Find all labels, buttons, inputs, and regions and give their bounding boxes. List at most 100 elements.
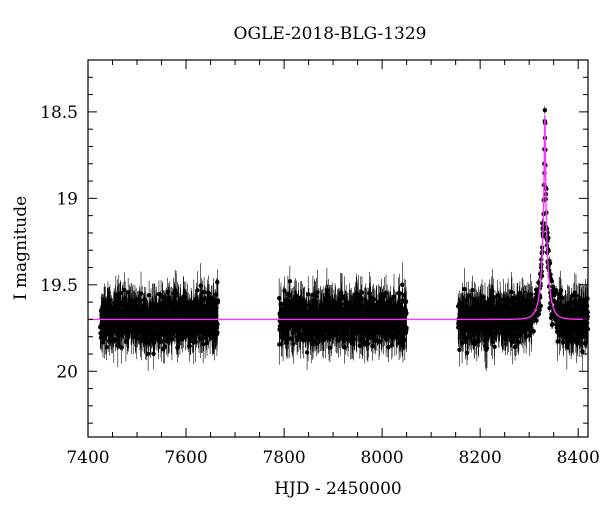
data-point: [492, 335, 497, 341]
data-point: [481, 332, 487, 338]
data-point: [159, 339, 164, 345]
data-point: [183, 334, 188, 339]
data-point: [215, 322, 220, 327]
data-point: [578, 297, 584, 302]
data-point: [350, 341, 355, 346]
data-point: [173, 306, 179, 311]
data-point: [492, 344, 497, 350]
data-point: [464, 350, 470, 356]
data-point: [108, 303, 113, 309]
data-point: [509, 328, 515, 334]
data-point: [377, 339, 382, 345]
data-point: [287, 279, 293, 284]
data-point: [306, 329, 311, 335]
data-point: [162, 344, 167, 349]
data-point: [358, 299, 364, 304]
data-point: [495, 293, 500, 298]
data-point: [469, 304, 474, 310]
data-point: [387, 301, 392, 307]
data-point: [534, 318, 539, 323]
data-point: [308, 320, 314, 325]
data-point: [480, 295, 486, 300]
data-point: [402, 337, 408, 343]
data-point: [195, 288, 200, 293]
data-point: [113, 337, 118, 342]
y-tick-label: 19: [56, 189, 78, 209]
data-point: [323, 298, 328, 303]
data-point: [482, 308, 487, 314]
data-point: [457, 347, 462, 352]
x-tick-label: 8000: [360, 448, 403, 468]
data-point: [313, 300, 318, 306]
data-point: [165, 289, 170, 295]
data-point: [584, 320, 590, 326]
data-point: [397, 302, 403, 307]
data-point: [154, 303, 159, 309]
data-point: [193, 332, 198, 337]
data-point: [294, 293, 299, 299]
model-curve-line: [88, 115, 588, 321]
data-point: [516, 339, 521, 345]
y-tick-label: 18.5: [40, 103, 78, 123]
data-point: [466, 293, 471, 298]
data-point: [470, 287, 475, 293]
data-point: [483, 338, 489, 343]
data-point: [100, 340, 106, 345]
data-point: [537, 307, 542, 313]
data-point: [279, 341, 284, 346]
data-point: [167, 295, 172, 300]
data-point: [475, 330, 481, 336]
data-point: [514, 303, 520, 309]
data-point: [351, 337, 356, 342]
data-point: [510, 340, 515, 345]
x-tick-label: 8200: [459, 448, 502, 468]
data-point: [152, 336, 157, 342]
data-point: [370, 309, 375, 314]
data-point: [339, 301, 344, 307]
data-point: [208, 308, 213, 313]
data-point: [400, 331, 405, 337]
data-point: [166, 306, 171, 312]
data-point: [506, 332, 511, 337]
data-point: [491, 294, 496, 300]
data-point: [394, 335, 399, 340]
data-point: [146, 292, 152, 298]
data-point: [291, 341, 296, 346]
data-point: [107, 297, 113, 303]
data-point: [213, 309, 219, 314]
data-point: [151, 340, 157, 346]
data-point: [109, 334, 114, 339]
data-point: [339, 290, 344, 295]
data-point: [215, 279, 220, 285]
data-point: [301, 338, 306, 343]
data-point: [172, 297, 177, 302]
data-point: [538, 303, 543, 309]
data-point: [134, 336, 139, 341]
data-point: [342, 345, 347, 350]
data-point: [214, 313, 219, 319]
data-point: [521, 296, 526, 302]
data-point: [570, 335, 576, 340]
data-point: [116, 295, 121, 300]
data-point: [381, 307, 386, 313]
data-point: [355, 298, 360, 303]
model-curve: [88, 115, 588, 321]
data-point: [460, 303, 465, 308]
data-point: [531, 329, 536, 334]
data-point: [214, 292, 219, 297]
data-point: [204, 327, 209, 332]
data-point: [363, 300, 369, 305]
data-point: [164, 324, 169, 329]
data-point: [365, 341, 371, 346]
data-point: [160, 294, 165, 300]
data-point: [201, 289, 207, 295]
data-point: [389, 343, 394, 348]
data-point: [523, 334, 529, 339]
data-point: [490, 288, 495, 294]
data-point: [142, 338, 147, 344]
data-point: [561, 340, 566, 345]
data-point: [122, 287, 127, 293]
data-point: [278, 301, 284, 306]
data-point: [462, 323, 468, 328]
data-point: [360, 338, 366, 344]
